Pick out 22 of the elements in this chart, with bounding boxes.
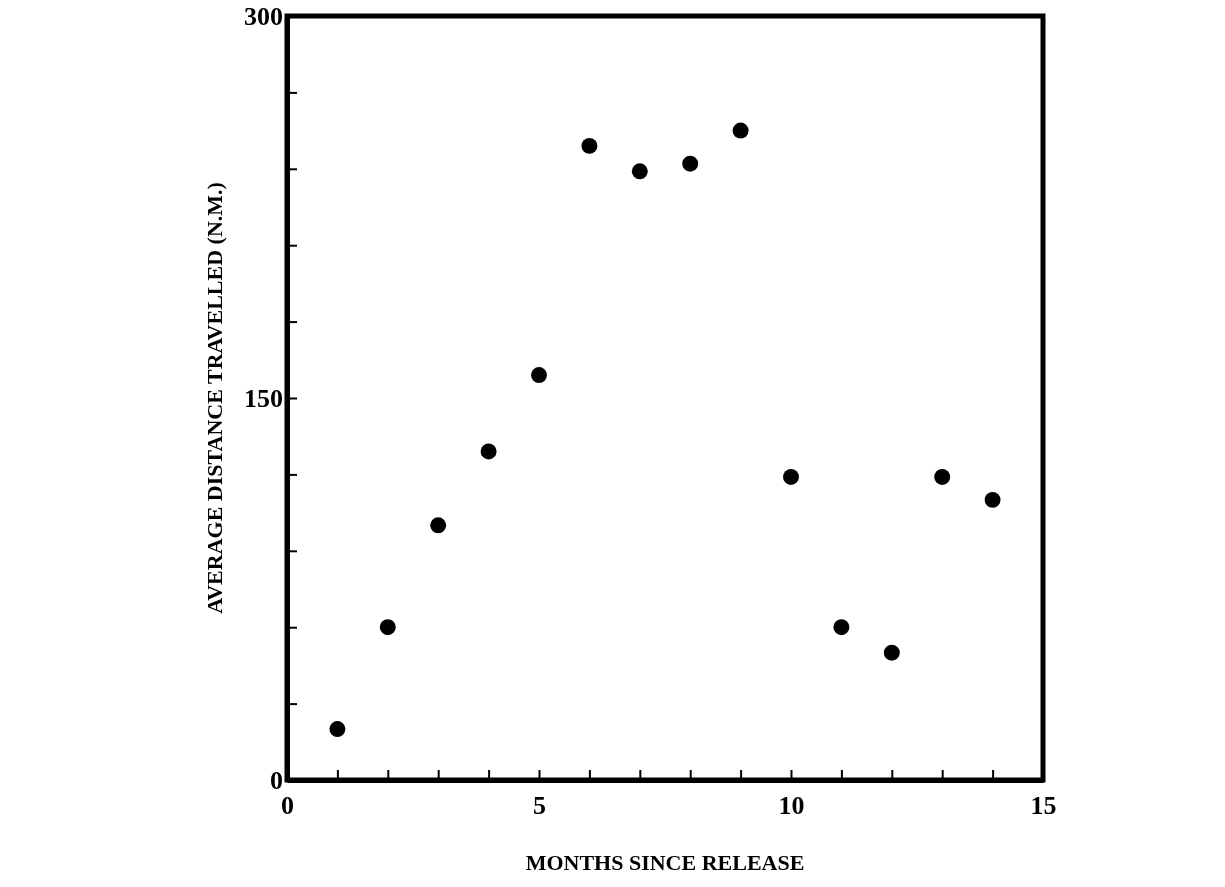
point <box>531 367 547 384</box>
point <box>783 468 799 485</box>
y-axis-title: AVERAGE DISTANCE TRAVELLED (N.M.) <box>202 182 227 614</box>
point <box>430 517 447 534</box>
point <box>883 644 900 661</box>
x-tick-label: 10 <box>778 791 805 821</box>
x-tick-label: 15 <box>1030 791 1057 821</box>
point <box>682 155 699 172</box>
x-axis-title: MONTHS SINCE RELEASE <box>525 850 805 875</box>
point <box>732 122 749 139</box>
y-tick-label: 150 <box>244 383 283 413</box>
point <box>984 491 1001 508</box>
point <box>329 721 346 738</box>
point <box>833 619 850 636</box>
point <box>480 443 497 460</box>
point <box>934 468 951 485</box>
point <box>631 163 648 180</box>
y-tick-label: 300 <box>244 1 283 31</box>
x-tick-label: 5 <box>533 791 546 821</box>
point <box>379 619 396 636</box>
y-tick-label: 0 <box>270 765 283 795</box>
point <box>581 137 598 154</box>
